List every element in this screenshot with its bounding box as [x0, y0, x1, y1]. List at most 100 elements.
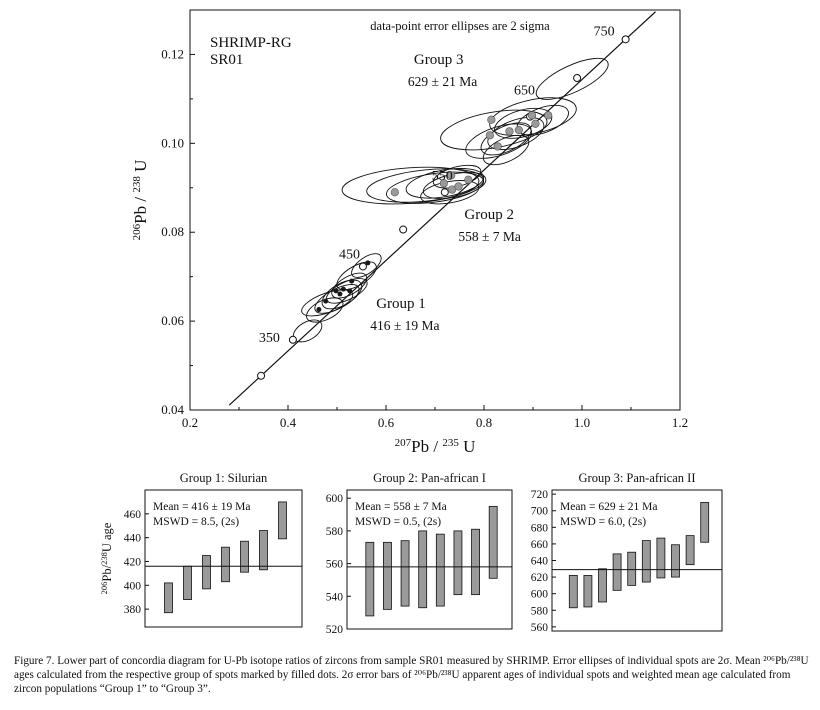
histogram-panel-2: Group 2: Pan-african I 520 540 560 580 600 Mea… — [326, 471, 513, 636]
error-bar — [612, 553, 622, 591]
error-ellipse-group-2 — [385, 171, 485, 204]
error-bar — [568, 575, 578, 609]
histogram-frame — [144, 489, 303, 628]
data-point-group-2 — [439, 179, 448, 188]
data-point-group-1 — [347, 288, 353, 294]
sample-label-id: SR01 — [210, 52, 243, 68]
error-bar — [202, 555, 211, 590]
error-bar — [598, 568, 607, 603]
error-ellipse-group-1 — [336, 261, 377, 291]
group-label-age: 558 ± 7 Ma — [458, 229, 521, 244]
histogram-y-tick-label: 560 — [326, 559, 344, 571]
error-bar — [240, 540, 249, 573]
figure-caption: Figure 7. Lower part of concordia diagra… — [14, 655, 809, 695]
group-label-name: Group 3 — [414, 52, 464, 68]
error-ellipse-group-1 — [351, 253, 382, 278]
data-point-group-3 — [487, 115, 496, 124]
histogram-title: Group 2: Pan-african I — [373, 471, 486, 485]
error-ellipse-group-3 — [487, 117, 545, 151]
error-bar — [365, 541, 375, 617]
histogram-mean-text: Mean = 629 ± 21 Ma — [560, 501, 657, 513]
data-point-group-3 — [544, 111, 553, 120]
error-bar — [278, 501, 287, 540]
error-ellipse-group-2 — [366, 168, 485, 203]
histogram-y-tick-label: 420 — [124, 556, 142, 568]
error-ellipse-group-3 — [480, 122, 532, 156]
error-bar — [656, 537, 666, 579]
concordia-curve — [228, 11, 656, 406]
histogram-y-tick-label: 660 — [531, 539, 549, 551]
histogram-title: Group 1: Silurian — [180, 471, 268, 485]
x-tick-label: 1.2 — [672, 415, 688, 430]
histogram-y-tick-label: 580 — [326, 526, 344, 538]
concordia-age-label: 550 — [432, 169, 453, 184]
x-tick-label: 1.0 — [574, 415, 590, 430]
histogram-y-tick-label: 700 — [531, 506, 549, 518]
error-ellipse-group-2 — [405, 168, 484, 199]
histogram-y-tick-label: 400 — [124, 580, 142, 592]
concordia-age-marker — [288, 335, 297, 344]
data-point-group-1 — [337, 291, 343, 297]
data-point-group-1 — [333, 288, 339, 294]
x-tick-label: 0.4 — [280, 415, 297, 430]
concordia-plot: 0.2 0.4 0.6 0.8 1.0 1.2 0.04 0.06 0.08 0.10 0.12 20… — [131, 9, 688, 456]
data-point-group-2 — [447, 171, 456, 180]
histogram-y-axis-label: 206Pb/238U age — [99, 522, 114, 594]
x-tick-label: 0.8 — [476, 415, 492, 430]
ellipse-note: data-point error ellipses are 2 sigma — [370, 19, 550, 33]
concordia-age-label: 650 — [514, 84, 535, 99]
group-label-name: Group 1 — [376, 296, 426, 312]
error-bar — [471, 528, 480, 596]
histogram-y-tick-label: 380 — [124, 604, 142, 616]
histogram-y-tick-label: 560 — [531, 622, 549, 634]
y-tick-label: 0.08 — [161, 224, 184, 239]
histogram-mswd-text: MSWD = 6.0, (2s) — [560, 516, 646, 528]
histogram-panel-1: Group 1: Silurian 380 400 420 440 460 206Pb/23… — [99, 471, 303, 628]
error-bar — [488, 505, 498, 579]
concordia-age-marker — [399, 225, 408, 234]
error-bar — [700, 502, 710, 543]
histogram-mswd-text: MSWD = 0.5, (2s) — [355, 516, 441, 528]
error-bar — [685, 535, 695, 566]
error-bar — [418, 530, 428, 609]
data-point-group-1 — [323, 298, 329, 304]
error-bar — [164, 582, 173, 614]
histogram-title: Group 3: Pan-african II — [579, 471, 696, 485]
data-point-group-2 — [390, 188, 399, 197]
error-ellipse-group-3 — [489, 97, 577, 137]
error-bar — [641, 540, 651, 583]
error-bar — [400, 540, 410, 607]
histogram-y-tick-label: 520 — [326, 624, 344, 636]
data-point-group-3 — [527, 111, 537, 120]
y-tick-label: 0.06 — [161, 313, 184, 328]
concordia-age-marker — [440, 188, 449, 197]
error-bar — [221, 546, 230, 583]
histogram-frame — [346, 489, 513, 630]
y-axis-label: 206Pb / 238 U — [131, 160, 150, 241]
histogram-y-tick-label: 680 — [531, 522, 549, 534]
data-point-group-3 — [514, 125, 523, 135]
histogram-y-tick-label: 720 — [531, 489, 549, 501]
histogram-y-tick-label: 540 — [326, 591, 344, 603]
data-point-group-1 — [349, 278, 355, 284]
y-tick-label: 0.04 — [161, 402, 184, 417]
concordia-age-marker — [621, 35, 630, 44]
histogram-mean-text: Mean = 416 ± 19 Ma — [153, 501, 250, 513]
histogram-y-tick-label: 620 — [531, 572, 549, 584]
error-bar — [671, 544, 680, 578]
y-tick-label: 0.10 — [161, 135, 184, 150]
x-axis-label: 207Pb / 235 U — [395, 437, 476, 456]
concordia-age-marker — [358, 262, 367, 271]
histogram-y-tick-label: 640 — [531, 556, 549, 568]
data-point-group-1 — [365, 260, 371, 266]
error-bar — [435, 533, 445, 607]
concordia-age-label: 750 — [594, 24, 615, 39]
histogram-panel-3: Group 3: Pan-african II 560 580 600 620 640 66… — [531, 471, 723, 634]
data-point-group-1 — [316, 307, 322, 313]
histogram-y-tick-label: 580 — [531, 605, 549, 617]
error-bar — [183, 565, 192, 600]
concordia-age-label: 350 — [259, 331, 280, 346]
plot-area — [228, 11, 656, 406]
data-point-group-3 — [531, 119, 540, 128]
